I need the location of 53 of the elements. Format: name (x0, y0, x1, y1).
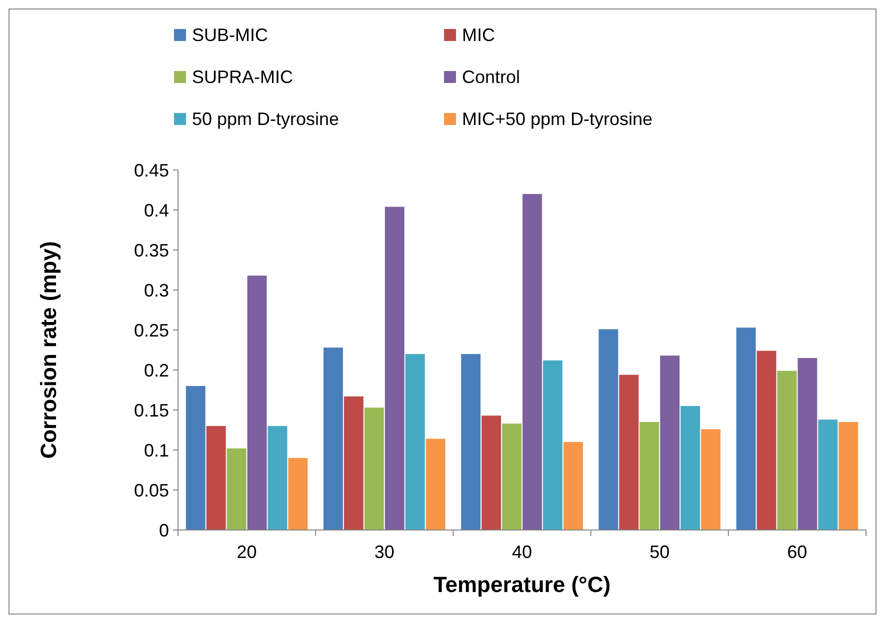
bar (563, 442, 583, 530)
bar (226, 448, 246, 530)
bar (186, 386, 206, 530)
bar (701, 429, 720, 530)
legend-label: SUPRA-MIC (192, 67, 294, 87)
legend-label: SUB-MIC (192, 25, 268, 45)
y-tick-label: 0.05 (134, 480, 169, 500)
legend-label: 50 ppm D-tyrosine (192, 109, 340, 129)
x-tick-label: 20 (236, 542, 257, 562)
bar (680, 406, 700, 530)
y-tick-label: 0.45 (134, 160, 169, 180)
bar (247, 276, 267, 530)
y-tick-label: 0.1 (144, 440, 169, 460)
bar (838, 422, 858, 530)
bar (598, 329, 618, 530)
y-tick-label: 0.25 (134, 320, 169, 340)
bar (426, 438, 446, 530)
y-tick-label: 0 (158, 520, 169, 540)
y-axis-title: Corrosion rate (mpy) (36, 241, 61, 459)
bar (640, 422, 660, 530)
bar (288, 458, 308, 530)
bar (206, 426, 226, 530)
bar (798, 358, 818, 530)
bar (542, 360, 562, 530)
y-tick-label: 0.35 (134, 240, 169, 260)
y-tick-label: 0.3 (144, 280, 169, 300)
bar (384, 206, 404, 530)
x-tick-label: 30 (374, 542, 394, 562)
bar (660, 356, 680, 530)
bar (818, 420, 838, 530)
x-tick-label: 50 (650, 542, 670, 562)
bar (324, 348, 343, 530)
bar (461, 354, 481, 530)
y-tick-label: 0.4 (144, 200, 169, 220)
bar (619, 374, 639, 530)
legend-label: MIC+50 ppm D-tyrosine (462, 109, 653, 129)
bar (502, 424, 522, 530)
x-axis-title: Temperature (°C) (433, 572, 611, 597)
bar (482, 416, 502, 530)
bar (268, 426, 288, 530)
bar (405, 354, 425, 530)
y-tick-label: 0.15 (134, 400, 169, 420)
x-tick-label: 40 (512, 542, 532, 562)
bar (344, 396, 364, 530)
legend-label: MIC (462, 25, 495, 45)
bar (522, 194, 542, 530)
bar (756, 350, 776, 530)
bar (364, 408, 384, 530)
bar (777, 370, 797, 530)
legend-label: Control (462, 67, 520, 87)
bar (736, 328, 756, 530)
y-tick-label: 0.2 (144, 360, 169, 380)
x-tick-label: 60 (787, 542, 808, 562)
